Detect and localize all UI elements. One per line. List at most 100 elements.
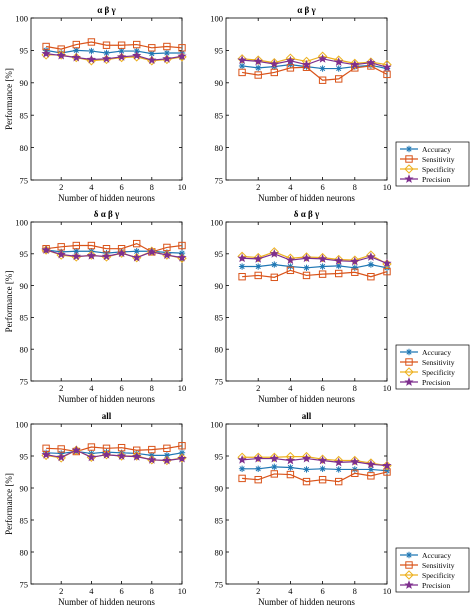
- x-tick-label: 8: [353, 586, 357, 596]
- data-point-precision: [177, 453, 187, 463]
- data-point-precision: [56, 249, 66, 259]
- x-tick-label: 4: [288, 182, 293, 192]
- y-tick-label: 95: [215, 46, 224, 56]
- data-point-precision: [56, 452, 66, 462]
- legend-marker-precision: [404, 580, 414, 589]
- data-point-sensitivity: [254, 271, 262, 280]
- y-axis-label: Performance [%]: [4, 473, 14, 535]
- legend-marker-specificity: [404, 367, 414, 377]
- data-point-accuracy: [335, 262, 342, 270]
- data-point-accuracy: [383, 467, 391, 474]
- x-axis-label: Number of hidden neurons: [58, 394, 155, 404]
- x-tick-label: 6: [119, 586, 123, 596]
- data-point-precision: [318, 455, 328, 465]
- data-point-specificity: [237, 251, 247, 262]
- data-point-accuracy: [73, 248, 80, 255]
- data-point-sensitivity: [286, 470, 295, 479]
- data-point-precision: [101, 53, 112, 63]
- data-point-sensitivity: [72, 241, 80, 250]
- y-tick-label: 85: [20, 515, 29, 525]
- x-tick-label: 2: [59, 383, 63, 393]
- data-point-precision: [285, 55, 296, 65]
- legend-label-specificity: Specificity: [422, 571, 455, 580]
- data-point-sensitivity: [163, 42, 171, 51]
- series-line-sensitivity: [46, 242, 183, 253]
- data-point-precision: [56, 50, 66, 60]
- data-point-precision: [269, 453, 279, 463]
- legend-label-specificity: Specificity: [422, 368, 455, 377]
- legend-marker-precision: [404, 377, 414, 386]
- data-point-precision: [301, 453, 312, 463]
- data-point-specificity: [366, 57, 376, 67]
- series-line-precision: [45, 249, 183, 259]
- y-tick-label: 80: [20, 345, 29, 355]
- data-point-specificity: [237, 54, 247, 64]
- x-tick-label: 8: [353, 182, 357, 192]
- x-axis-label: Number of hidden neurons: [258, 193, 355, 203]
- data-point-precision: [253, 56, 263, 66]
- data-point-precision: [132, 252, 142, 262]
- y-tick-label: 95: [215, 249, 224, 259]
- data-point-specificity: [177, 453, 187, 463]
- data-point-precision: [253, 453, 263, 463]
- data-point-accuracy: [335, 65, 342, 72]
- data-point-accuracy: [287, 464, 294, 471]
- data-point-precision: [86, 54, 97, 64]
- data-point-precision: [301, 253, 312, 263]
- data-point-specificity: [366, 250, 376, 260]
- data-point-specificity: [269, 247, 280, 257]
- data-point-precision: [132, 451, 142, 461]
- x-tick-label: 6: [320, 182, 324, 192]
- y-tick-label: 95: [20, 249, 29, 259]
- data-point-precision: [334, 457, 344, 467]
- data-point-accuracy: [255, 465, 262, 472]
- legend-marker-sensitivity: [405, 358, 413, 366]
- legend-label-sensitivity: Sensitivity: [422, 155, 455, 164]
- y-tick-label: 75: [20, 175, 29, 185]
- data-point-accuracy: [303, 264, 310, 271]
- data-point-precision: [285, 455, 295, 465]
- y-tick-label: 95: [20, 46, 29, 56]
- x-axis-label: Number of hidden neurons: [58, 597, 155, 607]
- y-tick-label: 75: [215, 376, 224, 386]
- data-point-precision: [366, 252, 376, 261]
- data-point-accuracy: [163, 452, 171, 459]
- y-tick-label: 90: [20, 78, 29, 88]
- data-point-accuracy: [73, 47, 80, 54]
- data-point-sensitivity: [87, 443, 96, 451]
- y-tick-label: 95: [215, 451, 224, 461]
- y-tick-label: 85: [215, 313, 224, 323]
- x-tick-label: 10: [178, 182, 187, 192]
- data-point-sensitivity: [383, 468, 391, 476]
- y-tick-label: 75: [20, 579, 29, 589]
- data-point-sensitivity: [238, 68, 246, 77]
- data-point-sensitivity: [367, 272, 375, 281]
- x-tick-label: 8: [353, 383, 357, 393]
- data-point-accuracy: [271, 463, 278, 471]
- data-point-sensitivity: [270, 470, 279, 478]
- data-point-accuracy: [335, 466, 342, 473]
- y-tick-label: 90: [20, 483, 29, 493]
- legend-marker-precision: [404, 174, 414, 183]
- data-point-sensitivity: [335, 269, 343, 278]
- series-line-accuracy: [46, 249, 183, 254]
- data-point-precision: [117, 451, 127, 460]
- data-point-specificity: [253, 55, 263, 65]
- x-tick-label: 8: [150, 586, 154, 596]
- chart-panel-right-1: 75 80 85 90 95 100 2 4 6 8 10 δ α β γ Number of hidd…: [210, 209, 392, 404]
- series-line-precision: [242, 457, 388, 467]
- data-point-accuracy: [255, 64, 262, 72]
- data-point-accuracy: [351, 264, 358, 271]
- data-point-sensitivity: [117, 41, 126, 49]
- y-tick-label: 85: [215, 111, 224, 121]
- y-tick-label: 75: [20, 376, 29, 386]
- data-point-precision: [132, 50, 142, 60]
- chart-panel-left-2: 75 80 85 90 95 100 2 4 6 8 10 all Number of hidden n…: [4, 411, 187, 607]
- data-point-sensitivity: [238, 474, 246, 483]
- data-point-specificity: [333, 55, 344, 65]
- data-point-precision: [269, 248, 279, 258]
- y-tick-label: 85: [215, 515, 224, 525]
- data-point-specificity: [317, 454, 328, 464]
- y-tick-label: 80: [215, 345, 224, 355]
